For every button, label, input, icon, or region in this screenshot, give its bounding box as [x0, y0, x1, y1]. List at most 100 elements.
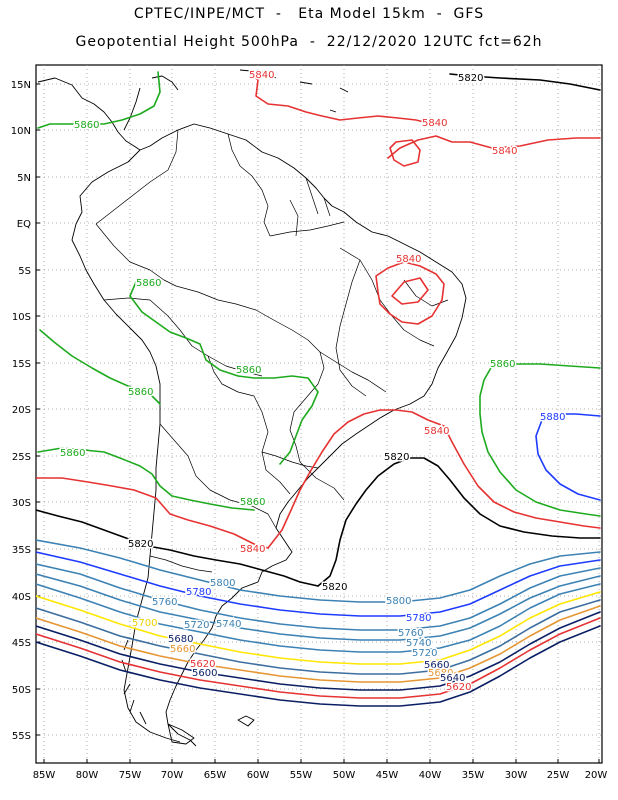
contour-label: 5840 [424, 426, 449, 437]
border [95, 223, 177, 287]
axis-ticks [36, 83, 600, 763]
contour-label: 5820 [384, 452, 409, 463]
contour-label: 5760 [398, 628, 423, 639]
contour-label: 5720 [412, 648, 437, 659]
contour-5860-sw [37, 447, 255, 511]
lon-label: 20W [585, 770, 608, 781]
contour-label: 5700 [132, 618, 157, 629]
border [207, 355, 263, 377]
contour-label: 5780 [186, 587, 211, 598]
contour-5660 [36, 605, 601, 683]
lat-label: EQ [17, 219, 31, 230]
contour-label: 5720 [184, 620, 209, 631]
contour-5840-brazil-inner [391, 277, 429, 305]
contour-5840-north [249, 71, 447, 125]
contour-label: 5680 [428, 668, 453, 679]
contour-5860-andes [39, 329, 161, 405]
contour-label: 5620 [190, 659, 215, 670]
geopotential-contours [36, 71, 601, 707]
lat-label: 10N [11, 126, 31, 137]
contour-5640 [36, 611, 601, 691]
contour-label: 5680 [168, 634, 193, 645]
lon-label: 50W [333, 770, 356, 781]
contour-5680 [36, 599, 601, 675]
caribbean-islands [239, 69, 349, 113]
contour-label: 5880 [540, 412, 565, 423]
contour-5840-south-atlantic [443, 425, 601, 529]
contour-5780 [36, 551, 601, 617]
contour-5860-east [479, 363, 601, 517]
chart-title-line1: CPTEC/INPE/MCT - Eta Model 15km - GFS [133, 6, 485, 22]
contour-label: 5800 [386, 596, 411, 607]
border [299, 461, 345, 501]
contour-5840-brazil-loop [375, 261, 445, 325]
chart-title-line2: Geopotential Height 500hPa - 22/12/2020 … [75, 34, 543, 50]
contour-label: 5660 [170, 644, 195, 655]
contour-label: 5840 [249, 70, 274, 81]
contour-label: 5740 [216, 619, 241, 630]
contour-label: 5820 [128, 539, 153, 550]
lon-label: 80W [76, 770, 99, 781]
contour-labels: 5840 5820 5860 5840 5840 5840 5860 5860 … [59, 69, 567, 695]
lat-label: 15S [12, 359, 31, 370]
lon-label: 70W [161, 770, 184, 781]
border [103, 297, 291, 495]
lat-label: 5S [18, 266, 31, 277]
lat-label: 25S [12, 452, 31, 463]
border [289, 177, 331, 237]
lat-label: 45S [12, 638, 31, 649]
contour-5820-mid [317, 457, 601, 587]
lon-label: 35W [462, 770, 485, 781]
contour-5840-northeast [387, 135, 601, 159]
contour-label: 5800 [210, 578, 235, 589]
lat-label: 55S [12, 731, 31, 742]
lat-label: 5N [17, 173, 31, 184]
border [335, 259, 367, 397]
contour-label: 5860 [236, 365, 261, 376]
border [95, 129, 179, 225]
yucatan [151, 75, 179, 91]
contour-label: 5760 [152, 597, 177, 608]
lon-label: 85W [33, 770, 56, 781]
contour-5620 [36, 617, 601, 699]
coastline [37, 69, 467, 747]
border [339, 247, 435, 347]
lon-label: 55W [290, 770, 313, 781]
lat-label: 35S [12, 545, 31, 556]
contour-5860-west [129, 281, 319, 465]
border [175, 285, 325, 463]
contour-label: 5840 [492, 146, 517, 157]
central-america-coast-north [123, 87, 141, 131]
lat-label: 50S [12, 685, 31, 696]
tierra-del-fuego [167, 723, 195, 745]
contour-label: 5860 [490, 359, 515, 370]
lat-label: 40S [12, 592, 31, 603]
contour-label: 5860 [60, 448, 85, 459]
contour-label: 5600 [192, 668, 217, 679]
contour-label: 5860 [136, 278, 161, 289]
lon-label: 40W [419, 770, 442, 781]
latitude-labels: 15N 10N 5N EQ 5S 10S 15S 20S 25S 30S 35S… [11, 80, 31, 742]
contour-5740 [36, 573, 601, 641]
contour-5700 [36, 591, 601, 665]
contour-label: 5860 [128, 387, 153, 398]
contour-label: 5840 [422, 118, 447, 129]
border [269, 221, 345, 237]
border [227, 133, 271, 237]
lat-label: 10S [12, 312, 31, 323]
contour-5820-north [449, 73, 601, 91]
south-america-coast [139, 123, 467, 747]
contour-5880-east [535, 413, 601, 501]
contour-label: 5860 [240, 497, 265, 508]
contour-5820-south [36, 509, 319, 587]
contour-label: 5820 [458, 73, 483, 84]
border [159, 423, 277, 529]
contour-label: 5740 [406, 638, 431, 649]
contour-label: 5820 [322, 582, 347, 593]
lon-label: 30W [505, 770, 528, 781]
contour-label: 5620 [446, 682, 471, 693]
lon-label: 25W [547, 770, 570, 781]
contour-label: 5860 [74, 120, 99, 131]
border [261, 451, 319, 469]
